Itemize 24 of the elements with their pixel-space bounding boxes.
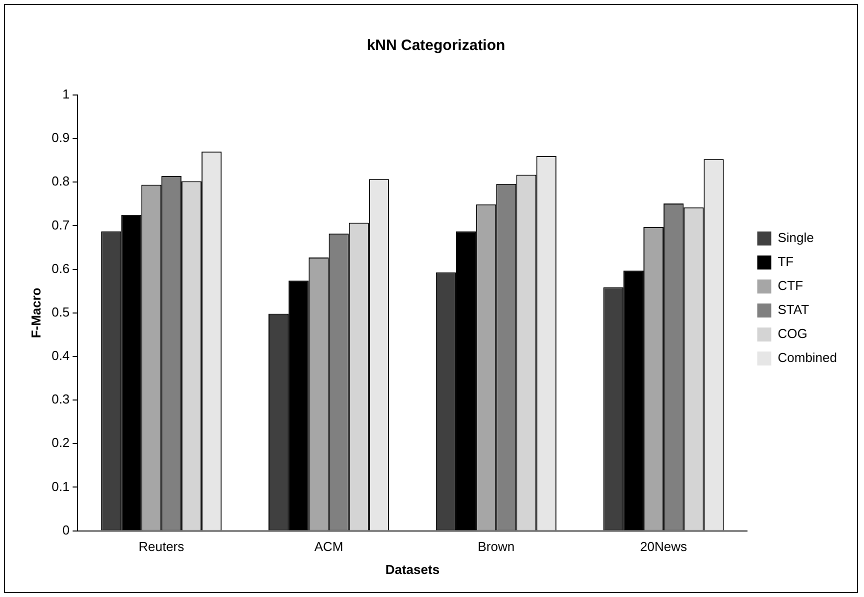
y-axis-title: F-Macro — [28, 288, 44, 338]
legend-label: TF — [778, 254, 794, 270]
x-axis-title: Datasets — [385, 562, 440, 577]
y-tick-label: 0.7 — [52, 217, 70, 232]
legend-label: STAT — [778, 302, 810, 318]
y-tick-label: 0 — [62, 522, 70, 538]
y-tick-label: 0.9 — [52, 130, 70, 146]
y-tick-label: 0.4 — [52, 348, 70, 364]
x-tick-label: Reuters — [138, 539, 185, 554]
chart-title: kNN Categorization — [366, 37, 506, 54]
y-tick-label: 0.1 — [52, 478, 70, 494]
legend-label: CTF — [778, 278, 804, 294]
x-tick-label: ACM — [314, 539, 344, 554]
y-tick-label: 0.5 — [52, 304, 70, 320]
y-tick-label: 0.8 — [52, 174, 70, 189]
x-tick-label: Brown — [478, 539, 515, 554]
legend-label: COG — [778, 326, 808, 342]
legend-label: Single — [778, 230, 814, 246]
y-tick-label: 0.6 — [52, 260, 70, 276]
y-tick-label: 0.3 — [52, 392, 70, 407]
legend-label: Combined — [778, 350, 838, 366]
x-tick-label: 20News — [640, 539, 688, 554]
y-tick-label: 0.2 — [52, 435, 70, 450]
y-tick-label: 1 — [62, 86, 70, 102]
